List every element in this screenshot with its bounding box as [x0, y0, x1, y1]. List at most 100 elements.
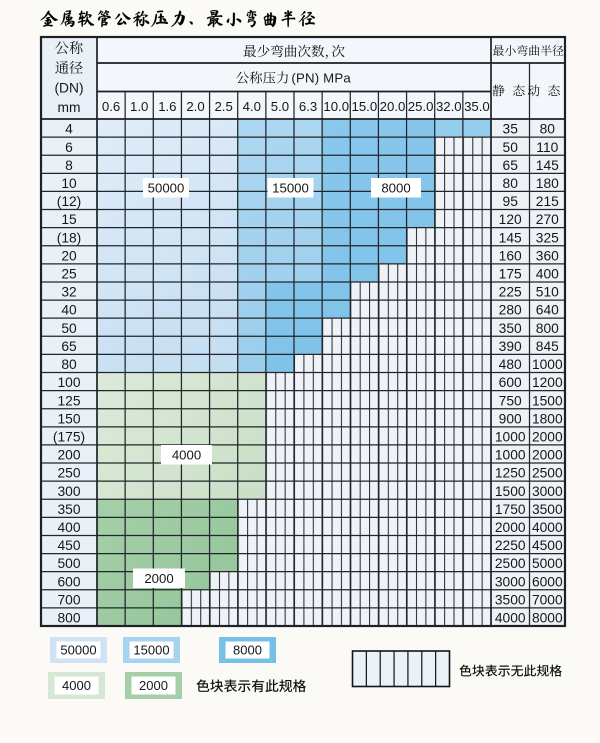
svg-text:300: 300	[57, 484, 80, 499]
svg-text:800: 800	[536, 321, 559, 336]
svg-text:1.6: 1.6	[158, 99, 176, 114]
svg-text:95: 95	[503, 194, 519, 209]
svg-text:250: 250	[57, 466, 80, 481]
svg-text:20: 20	[61, 248, 77, 263]
svg-text:1000: 1000	[495, 448, 526, 463]
svg-text:32: 32	[61, 285, 76, 300]
svg-text:700: 700	[57, 592, 80, 607]
svg-text:400: 400	[57, 520, 80, 535]
svg-text:2000: 2000	[532, 429, 563, 444]
svg-text:450: 450	[57, 538, 80, 553]
svg-text:4: 4	[65, 122, 73, 137]
svg-text:(PN) MPa: (PN) MPa	[291, 71, 351, 86]
svg-text:1250: 1250	[495, 466, 526, 481]
svg-text:2.5: 2.5	[214, 99, 232, 114]
svg-text:mm: mm	[58, 100, 81, 115]
svg-text:500: 500	[57, 556, 80, 571]
svg-text:1500: 1500	[532, 393, 563, 408]
svg-text:390: 390	[499, 339, 522, 354]
svg-text:4000: 4000	[172, 448, 201, 463]
svg-text:40: 40	[61, 303, 77, 318]
svg-text:270: 270	[536, 212, 559, 227]
svg-text:15000: 15000	[133, 643, 169, 658]
svg-text:8000: 8000	[381, 181, 410, 196]
svg-text:3500: 3500	[495, 592, 526, 607]
svg-text:640: 640	[536, 303, 559, 318]
svg-text:(175): (175)	[53, 429, 85, 444]
svg-text:4000: 4000	[495, 611, 526, 626]
svg-text:120: 120	[499, 212, 522, 227]
svg-text:50000: 50000	[60, 643, 96, 658]
svg-text:1000: 1000	[495, 429, 526, 444]
svg-text:900: 900	[499, 411, 522, 426]
svg-text:2500: 2500	[495, 556, 526, 571]
svg-text:100: 100	[57, 375, 80, 390]
svg-text:1500: 1500	[495, 484, 526, 499]
svg-text:80: 80	[61, 357, 77, 372]
svg-text:5.0: 5.0	[271, 99, 289, 114]
svg-text:15.0: 15.0	[352, 99, 378, 114]
svg-text:8000: 8000	[233, 643, 262, 658]
svg-text:150: 150	[57, 411, 80, 426]
svg-text:25: 25	[61, 267, 77, 282]
svg-text:2000: 2000	[495, 520, 526, 535]
svg-text:5000: 5000	[532, 556, 563, 571]
svg-text:1000: 1000	[532, 357, 563, 372]
svg-text:600: 600	[57, 574, 80, 589]
svg-text:2000: 2000	[532, 448, 563, 463]
svg-text:4000: 4000	[62, 678, 91, 693]
svg-text:25.0: 25.0	[408, 99, 434, 114]
svg-text:(18): (18)	[57, 230, 82, 245]
svg-text:110: 110	[536, 140, 558, 155]
svg-text:6.3: 6.3	[299, 99, 317, 114]
svg-text:145: 145	[499, 230, 522, 245]
svg-text:15: 15	[61, 212, 77, 227]
svg-text:2250: 2250	[495, 538, 526, 553]
svg-text:20.0: 20.0	[380, 99, 406, 114]
svg-text:845: 845	[536, 339, 559, 354]
svg-text:175: 175	[499, 267, 522, 282]
svg-text:35.0: 35.0	[464, 99, 490, 114]
svg-text:2000: 2000	[144, 571, 173, 586]
svg-text:1800: 1800	[532, 411, 563, 426]
svg-text:50000: 50000	[148, 181, 185, 196]
svg-text:8000: 8000	[532, 611, 563, 626]
svg-text:10: 10	[61, 176, 77, 191]
svg-text:80: 80	[540, 122, 556, 137]
svg-text:325: 325	[536, 230, 559, 245]
svg-text:1750: 1750	[495, 502, 526, 517]
svg-text:8: 8	[65, 158, 73, 173]
svg-text:6: 6	[65, 140, 73, 155]
svg-text:480: 480	[499, 357, 522, 372]
svg-text:125: 125	[57, 393, 80, 408]
svg-text:65: 65	[503, 158, 519, 173]
svg-text:15000: 15000	[272, 181, 309, 196]
svg-text:35: 35	[503, 122, 519, 137]
svg-text:4500: 4500	[532, 538, 563, 553]
svg-text:510: 510	[536, 285, 559, 300]
svg-text:32.0: 32.0	[436, 99, 462, 114]
svg-text:360: 360	[536, 248, 559, 263]
svg-text:1200: 1200	[532, 375, 563, 390]
svg-text:6000: 6000	[532, 574, 563, 589]
svg-text:2.0: 2.0	[186, 99, 204, 114]
svg-text:80: 80	[503, 176, 519, 191]
svg-text:280: 280	[499, 303, 522, 318]
svg-text:145: 145	[536, 158, 559, 173]
svg-text:50: 50	[503, 140, 519, 155]
svg-text:200: 200	[57, 448, 80, 463]
svg-text:4.0: 4.0	[243, 99, 261, 114]
svg-text:400: 400	[536, 267, 559, 282]
svg-text:65: 65	[61, 339, 77, 354]
svg-text:180: 180	[536, 176, 559, 191]
svg-text:750: 750	[499, 393, 522, 408]
svg-text:7000: 7000	[532, 592, 563, 607]
svg-text:800: 800	[57, 611, 80, 626]
svg-text:3000: 3000	[532, 484, 563, 499]
svg-text:3000: 3000	[495, 574, 526, 589]
svg-text:600: 600	[499, 375, 522, 390]
svg-text:215: 215	[536, 194, 559, 209]
svg-text:0.6: 0.6	[102, 99, 120, 114]
svg-text:10.0: 10.0	[323, 99, 349, 114]
svg-text:160: 160	[499, 248, 522, 263]
